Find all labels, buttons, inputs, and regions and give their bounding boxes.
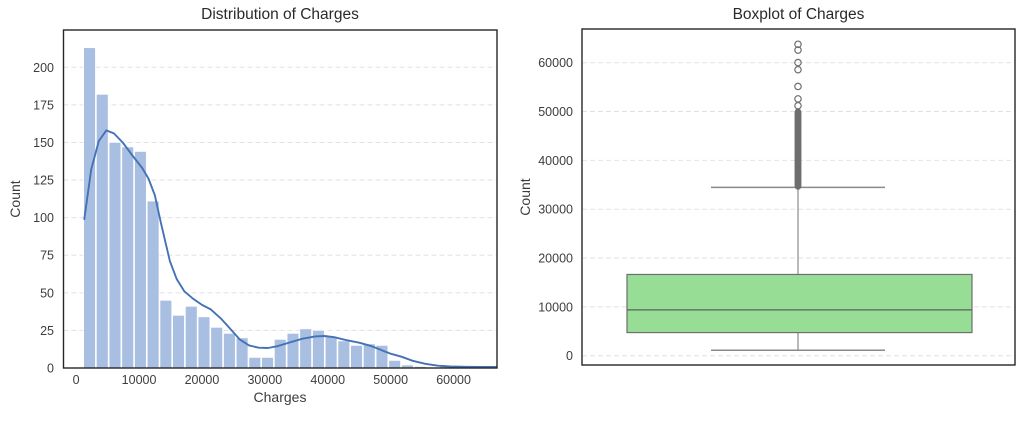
- x-tick-label: 0: [73, 373, 80, 387]
- x-tick-label: 60000: [436, 373, 471, 387]
- plot-border: [62, 29, 498, 369]
- y-tick-label: 30000: [538, 203, 573, 217]
- y-tick-label: 25: [40, 324, 54, 338]
- x-tick-label: 40000: [310, 373, 345, 387]
- kde-curve: [83, 129, 498, 368]
- histogram-bar: [197, 316, 211, 369]
- histogram-bar: [388, 360, 401, 369]
- histogram-bar: [324, 336, 338, 369]
- y-tick-label: 100: [33, 211, 54, 225]
- outlier-points: [794, 40, 802, 190]
- y-tick-label: 20000: [538, 252, 573, 266]
- y-tick-label: 10000: [538, 300, 573, 314]
- box-iqr: [626, 273, 973, 334]
- histogram-bar: [337, 340, 350, 369]
- y-tick-labels: 0 10000 20000 30000 40000 50000 60000: [538, 56, 573, 363]
- x-tick-label: 30000: [247, 373, 282, 387]
- x-tick-label: 20000: [185, 373, 220, 387]
- histogram-bar: [223, 333, 236, 369]
- x-tick-label: 10000: [122, 373, 157, 387]
- histogram-bar: [159, 300, 172, 369]
- histogram-bars: [83, 47, 478, 369]
- plot-border: [581, 28, 1016, 366]
- histogram-chart: 0 25 50 75 100 125 150 175 200 0 10000 20000 30000 40…: [33, 29, 498, 387]
- outlier-point: [794, 46, 802, 54]
- y-tick-label: 175: [33, 98, 54, 112]
- y-tick-label: 50: [40, 286, 54, 300]
- histogram-bar: [108, 142, 122, 369]
- histogram-bar: [121, 146, 134, 369]
- y-tick-label: 50000: [538, 105, 573, 119]
- histogram-bar: [210, 327, 223, 369]
- y-tick-label: 0: [47, 362, 54, 376]
- boxplot-chart: 0 10000 20000 30000 40000 50000 60000: [538, 28, 1016, 366]
- y-tick-label: 40000: [538, 154, 573, 168]
- histogram-bar: [248, 357, 261, 369]
- histogram-bar: [146, 200, 160, 369]
- histogram-bar: [172, 315, 185, 369]
- y-tick-label: 75: [40, 249, 54, 263]
- outlier-point: [794, 82, 802, 91]
- x-tick-label: 50000: [373, 373, 408, 387]
- x-tick-labels: 0 10000 20000 30000 40000 50000 60000: [73, 373, 471, 387]
- histogram-yaxis-label: Count: [7, 180, 23, 218]
- boxplot-title: Boxplot of Charges: [732, 6, 865, 23]
- outlier-point: [794, 65, 802, 74]
- outlier-point: [794, 101, 802, 110]
- histogram-bar: [261, 357, 274, 369]
- y-tick-label: 0: [566, 349, 573, 363]
- boxplot-yaxis-label: Count: [517, 178, 533, 216]
- histogram-bar: [185, 306, 198, 369]
- histogram-bar: [350, 345, 363, 369]
- y-tick-labels: 0 25 50 75 100 125 150 175 200: [33, 61, 54, 376]
- outlier-point: [794, 40, 802, 49]
- y-tick-label: 200: [33, 61, 54, 75]
- histogram-title: Distribution of Charges: [201, 6, 359, 23]
- outlier-point: [794, 58, 802, 67]
- y-tick-label: 60000: [538, 56, 573, 70]
- y-tick-label: 125: [33, 174, 54, 188]
- histogram-bar: [134, 151, 147, 369]
- y-tick-label: 150: [33, 136, 54, 150]
- histogram-bar: [286, 333, 300, 369]
- histogram-xaxis-label: Charges: [253, 389, 307, 405]
- outlier-point: [794, 95, 802, 103]
- histogram-bar: [299, 328, 312, 369]
